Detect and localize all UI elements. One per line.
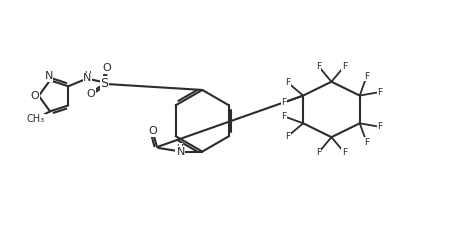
Text: F: F [342,62,347,71]
Text: S: S [101,77,108,90]
Text: F: F [364,138,369,147]
Text: F: F [285,78,290,87]
Text: N: N [176,146,185,157]
Text: F: F [364,72,369,81]
Text: N: N [45,71,53,81]
Text: O: O [30,91,39,101]
Text: F: F [342,148,347,157]
Text: F: F [281,112,287,121]
Text: H: H [84,71,91,80]
Text: F: F [316,148,321,157]
Text: O: O [87,89,95,99]
Text: F: F [285,132,290,141]
Text: H: H [176,144,183,153]
Text: F: F [377,87,382,96]
Text: N: N [83,73,91,83]
Text: CH₃: CH₃ [27,114,45,124]
Text: F: F [316,62,321,71]
Text: O: O [103,63,112,73]
Text: O: O [149,126,157,136]
Text: F: F [281,98,287,107]
Text: F: F [377,122,382,131]
